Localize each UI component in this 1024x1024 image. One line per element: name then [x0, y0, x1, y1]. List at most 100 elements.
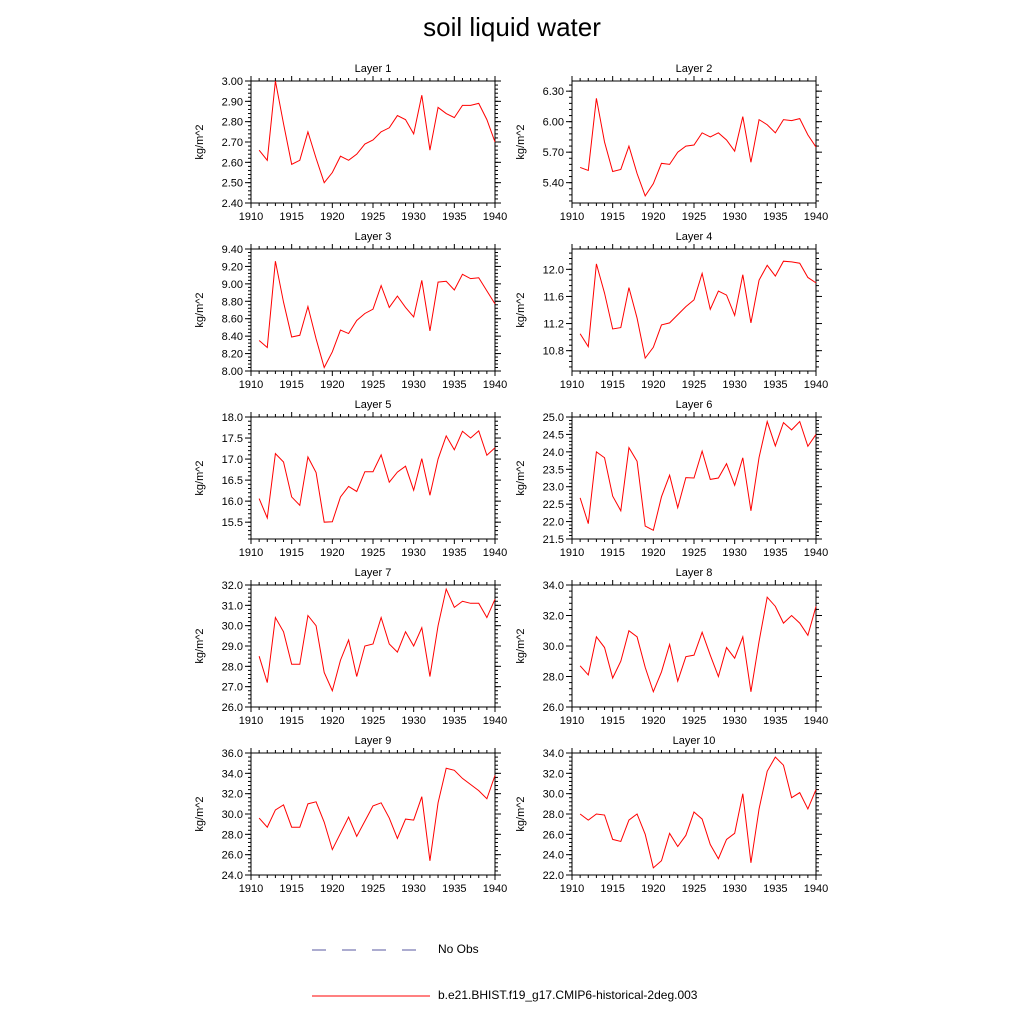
plot-frame: [571, 80, 817, 204]
y-tick-label: 24.0: [222, 870, 243, 882]
x-tick-label: 1925: [361, 547, 385, 559]
x-tick-label: 1935: [442, 883, 466, 895]
y-tick-label: 23.5: [543, 464, 564, 476]
y-axis-label: kg/m^2: [515, 124, 527, 159]
x-tick-label: 1920: [641, 547, 665, 559]
y-tick-label: 17.0: [222, 454, 243, 466]
y-tick-label: 22.0: [543, 870, 564, 882]
x-tick-label: 1910: [239, 547, 263, 559]
y-axis-label: kg/m^2: [194, 796, 206, 831]
y-tick-label: 9.20: [222, 261, 243, 273]
x-tick-label: 1920: [641, 211, 665, 223]
y-tick-label: 30.0: [222, 621, 243, 633]
x-tick-label: 1925: [682, 547, 706, 559]
y-tick-label: 8.60: [222, 314, 243, 326]
x-tick-label: 1920: [320, 715, 344, 727]
y-tick-label: 5.40: [543, 178, 564, 190]
x-tick-label: 1915: [600, 715, 624, 727]
x-tick-label: 1925: [361, 883, 385, 895]
y-tick-label: 5.70: [543, 147, 564, 159]
y-tick-label: 32.0: [222, 580, 243, 592]
x-tick-label: 1930: [722, 883, 746, 895]
x-tick-label: 1930: [722, 379, 746, 391]
y-tick-label: 3.00: [222, 76, 243, 88]
x-tick-label: 1940: [483, 379, 507, 391]
plot-frame: [571, 752, 817, 876]
x-tick-label: 1925: [361, 211, 385, 223]
x-tick-label: 1930: [722, 211, 746, 223]
x-tick-label: 1940: [804, 715, 828, 727]
plot-frame: [250, 248, 496, 372]
series-line-layer-8: [579, 596, 817, 694]
y-tick-label: 25.0: [543, 412, 564, 424]
y-tick-label: 2.60: [222, 157, 243, 169]
y-tick-label: 8.80: [222, 296, 243, 308]
x-tick-label: 1920: [641, 883, 665, 895]
y-tick-label: 2.70: [222, 137, 243, 149]
plot-frame: [571, 584, 817, 708]
y-tick-label: 2.40: [222, 198, 243, 210]
x-tick-label: 1920: [320, 547, 344, 559]
y-axis-label: kg/m^2: [515, 460, 527, 495]
series-line-layer-3: [258, 261, 496, 369]
x-tick-label: 1910: [239, 715, 263, 727]
x-tick-label: 1915: [600, 547, 624, 559]
y-tick-label: 30.0: [543, 641, 564, 653]
y-axis-label: kg/m^2: [194, 460, 206, 495]
y-tick-label: 12.0: [543, 264, 564, 276]
x-tick-label: 1920: [320, 379, 344, 391]
chart-panel-layer-6: Layer 6 1910 1915 1920 1925 1930 1935 1940 21.5 2…: [515, 399, 828, 559]
x-tick-label: 1930: [401, 547, 425, 559]
x-tick-label: 1930: [401, 379, 425, 391]
y-tick-label: 10.8: [543, 346, 564, 358]
y-tick-label: 31.0: [222, 600, 243, 612]
x-tick-label: 1940: [483, 211, 507, 223]
x-tick-label: 1930: [722, 547, 746, 559]
chart-panel-layer-5: Layer 5 1910 1915 1920 1925 1930 1935 1940 15.5 1…: [194, 399, 507, 559]
y-tick-label: 30.0: [543, 789, 564, 801]
x-tick-label: 1915: [600, 211, 624, 223]
y-axis-label: kg/m^2: [194, 628, 206, 663]
x-tick-label: 1915: [279, 883, 303, 895]
y-axis-label: kg/m^2: [515, 796, 527, 831]
x-tick-label: 1915: [600, 883, 624, 895]
x-tick-label: 1910: [239, 211, 263, 223]
x-tick-label: 1930: [722, 715, 746, 727]
chart-panel-layer-10: Layer 10 1910 1915 1920 1925 1930 1935 1940 22.0…: [515, 735, 828, 895]
panel-title: Layer 5: [355, 399, 392, 411]
x-tick-label: 1930: [401, 715, 425, 727]
y-axis-label: kg/m^2: [515, 628, 527, 663]
y-tick-label: 30.0: [222, 809, 243, 821]
y-tick-label: 36.0: [222, 748, 243, 760]
y-tick-label: 15.5: [222, 517, 243, 529]
chart-panel-layer-7: Layer 7 1910 1915 1920 1925 1930 1935 1940 26.0 2…: [194, 567, 507, 727]
y-tick-label: 26.0: [222, 850, 243, 862]
y-tick-label: 24.0: [543, 447, 564, 459]
x-tick-label: 1920: [320, 211, 344, 223]
x-tick-label: 1910: [560, 211, 584, 223]
x-tick-label: 1910: [239, 883, 263, 895]
x-tick-label: 1935: [763, 547, 787, 559]
y-tick-label: 26.0: [543, 702, 564, 714]
x-tick-label: 1920: [641, 715, 665, 727]
legend-model-label: b.e21.BHIST.f19_g17.CMIP6-historical-2de…: [438, 988, 698, 1002]
panel-title: Layer 2: [676, 63, 713, 75]
x-tick-label: 1915: [279, 211, 303, 223]
x-tick-label: 1915: [279, 715, 303, 727]
y-tick-label: 24.5: [543, 429, 564, 441]
x-tick-label: 1935: [763, 883, 787, 895]
series-line-layer-9: [258, 767, 496, 861]
main-title: soil liquid water: [423, 12, 601, 42]
y-tick-label: 28.0: [543, 809, 564, 821]
y-tick-label: 9.40: [222, 244, 243, 256]
x-tick-label: 1940: [804, 547, 828, 559]
y-tick-label: 11.6: [543, 291, 564, 303]
x-tick-label: 1940: [483, 883, 507, 895]
legend-obs-label: No Obs: [438, 942, 479, 956]
x-tick-label: 1915: [279, 379, 303, 391]
y-tick-label: 8.20: [222, 349, 243, 361]
panel-title: Layer 6: [676, 399, 713, 411]
y-tick-label: 26.0: [543, 829, 564, 841]
series-line-layer-10: [579, 756, 817, 869]
